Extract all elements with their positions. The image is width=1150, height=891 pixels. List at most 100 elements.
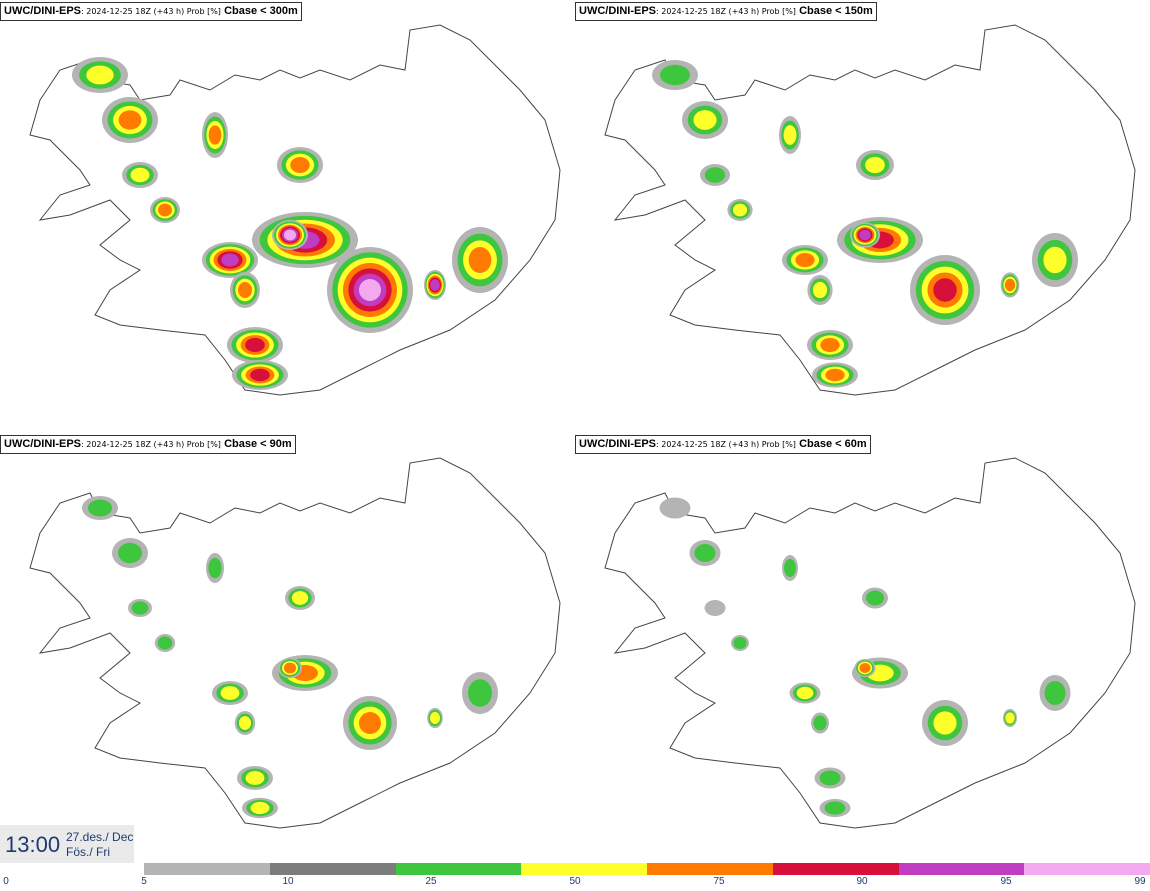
probability-contour [468, 679, 492, 707]
probability-contour [694, 544, 716, 562]
probability-contour [118, 542, 142, 564]
parameter-label: Cbase < 150m [799, 5, 873, 17]
probability-contour [693, 110, 717, 130]
run-info: : 2024-12-25 18Z (+43 h) Prob [%] [81, 440, 221, 449]
probability-contour [359, 712, 381, 734]
probability-contour [238, 282, 252, 298]
probability-contour [704, 167, 726, 183]
model-name: UWC/DINI-EPS [4, 438, 81, 450]
map-panel-300m: UWC/DINI-EPS: 2024-12-25 18Z (+43 h) Pro… [0, 0, 575, 430]
parameter-label: Cbase < 60m [799, 438, 867, 450]
iceland-map [604, 457, 1136, 829]
scale-tick: 25 [425, 876, 437, 887]
probability-contour [659, 497, 691, 519]
scale-ticks: 0 5 10 25 50 75 90 95 99 [0, 876, 1150, 890]
map-panel-90m: UWC/DINI-EPS: 2024-12-25 18Z (+43 h) Pro… [0, 433, 575, 863]
probability-contour [1044, 681, 1066, 705]
iceland-map [29, 24, 561, 396]
scale-segment [1024, 863, 1150, 875]
map-panel-150m: UWC/DINI-EPS: 2024-12-25 18Z (+43 h) Pro… [575, 0, 1150, 430]
scale-segment [647, 863, 773, 875]
probability-contour [824, 801, 846, 815]
probability-contour [704, 600, 726, 616]
panel-title: UWC/DINI-EPS: 2024-12-25 18Z (+43 h) Pro… [0, 2, 302, 21]
probability-contour [359, 279, 381, 301]
probability-contour [131, 601, 149, 615]
probability-contour [933, 711, 957, 735]
probability-contour [660, 64, 690, 86]
scale-tick: 95 [1000, 876, 1012, 887]
date-line: 27.des./ Dec [66, 830, 134, 844]
scale-segment [269, 863, 396, 875]
map-panel-60m: UWC/DINI-EPS: 2024-12-25 18Z (+43 h) Pro… [575, 433, 1150, 863]
probability-contour [820, 338, 840, 352]
coastline [29, 24, 561, 396]
probability-contour [86, 65, 114, 85]
scale-tick: 50 [569, 876, 581, 887]
iceland-map [604, 24, 1136, 396]
panel-title: UWC/DINI-EPS: 2024-12-25 18Z (+43 h) Pro… [0, 435, 296, 454]
coastline [604, 24, 1136, 396]
iceland-map [29, 457, 561, 829]
run-info: : 2024-12-25 18Z (+43 h) Prob [%] [81, 7, 221, 16]
probability-contour [733, 637, 747, 649]
model-name: UWC/DINI-EPS [4, 5, 81, 17]
valid-date: 27.des./ Dec Fös./ Fri [66, 830, 133, 860]
probability-contour [866, 590, 884, 606]
weekday-line: Fös./ Fri [66, 845, 110, 859]
probability-contour [812, 281, 828, 299]
probability-contour [290, 157, 310, 173]
model-name: UWC/DINI-EPS [579, 438, 656, 450]
coastline [604, 457, 1136, 829]
parameter-label: Cbase < 300m [224, 5, 298, 17]
probability-contour [784, 559, 796, 577]
panel-title: UWC/DINI-EPS: 2024-12-25 18Z (+43 h) Pro… [575, 2, 877, 21]
probability-contour [795, 253, 815, 267]
probability-contour [250, 368, 270, 382]
scale-tick: 75 [713, 876, 725, 887]
scale-tick: 10 [282, 876, 294, 887]
valid-time-box: 13:00 27.des./ Dec Fös./ Fri [0, 825, 134, 863]
scale-tick: 5 [141, 876, 147, 887]
color-scale [144, 863, 1150, 875]
probability-contour [468, 247, 492, 273]
probability-contour [208, 557, 222, 579]
probability-contour [783, 125, 797, 145]
parameter-label: Cbase < 90m [224, 438, 292, 450]
probability-contour [208, 125, 222, 145]
probability-contour [250, 801, 270, 815]
probability-contour [1004, 278, 1016, 292]
probability-contour [88, 499, 112, 517]
probability-contour [221, 253, 239, 267]
probability-contour [796, 686, 814, 700]
probability-contour [429, 711, 441, 725]
probability-contour [1005, 712, 1015, 724]
probability-contour [291, 591, 309, 605]
valid-time: 13:00 [5, 832, 61, 857]
run-info: : 2024-12-25 18Z (+43 h) Prob [%] [656, 7, 796, 16]
probability-contour [430, 279, 440, 291]
scale-segment [898, 863, 1025, 875]
scale-tick: 90 [856, 876, 868, 887]
probability-contour [245, 771, 265, 785]
probability-contour [284, 229, 296, 241]
run-info: : 2024-12-25 18Z (+43 h) Prob [%] [656, 440, 796, 449]
probability-contour [865, 156, 885, 174]
model-name: UWC/DINI-EPS [579, 5, 656, 17]
scale-tick: 0 [3, 876, 9, 887]
probability-contour [732, 203, 748, 217]
probability-contour [1043, 246, 1067, 274]
panel-title: UWC/DINI-EPS: 2024-12-25 18Z (+43 h) Pro… [575, 435, 871, 454]
probability-contour [238, 716, 252, 730]
probability-contour [813, 715, 827, 731]
probability-contour [819, 770, 841, 786]
scale-segment [144, 863, 270, 875]
probability-contour [220, 686, 240, 700]
scale-segment [772, 863, 899, 875]
probability-contour [859, 229, 871, 241]
scale-segment [395, 863, 522, 875]
probability-contour [933, 278, 957, 302]
probability-contour [245, 337, 265, 353]
probability-contour [158, 203, 172, 217]
probability-contour [284, 662, 296, 674]
